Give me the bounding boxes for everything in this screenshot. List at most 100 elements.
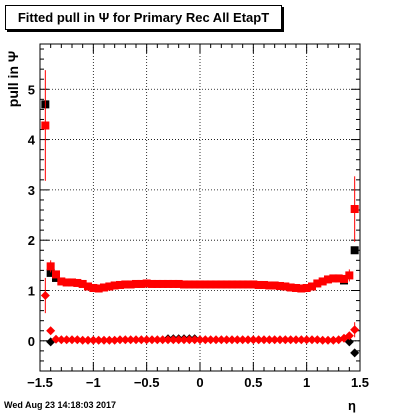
data-point-square <box>68 278 76 287</box>
x-tick-label: −0.5 <box>134 375 160 390</box>
data-point-square <box>57 277 66 286</box>
data-point-diamond <box>40 291 50 301</box>
x-tick-label: 1 <box>303 375 310 390</box>
data-point-square <box>164 279 172 288</box>
data-point-diamond <box>104 335 114 345</box>
data-point-square <box>169 279 178 288</box>
data-point-diamond <box>51 334 61 344</box>
data-point-square <box>52 270 60 279</box>
data-point-square <box>350 246 359 255</box>
data-point-square <box>286 283 295 292</box>
data-point-square <box>137 279 146 288</box>
data-point-square <box>222 280 231 289</box>
data-point-diamond <box>318 335 328 345</box>
data-point-square <box>340 274 348 283</box>
data-point-diamond <box>350 348 360 358</box>
x-tick-label: 0.5 <box>244 375 262 390</box>
data-point-diamond <box>323 335 333 345</box>
data-point-square <box>260 280 268 289</box>
data-point-square <box>196 280 204 289</box>
data-point-diamond <box>222 335 232 345</box>
data-point-square <box>276 281 284 290</box>
data-point-diamond <box>264 335 274 345</box>
data-marks <box>40 70 360 358</box>
data-point-diamond <box>200 335 210 345</box>
data-point-square <box>254 280 263 289</box>
data-point-diamond <box>227 335 237 345</box>
data-point-diamond <box>46 326 56 336</box>
data-point-diamond <box>99 335 109 345</box>
data-point-square <box>206 280 215 289</box>
data-point-diamond <box>243 335 253 345</box>
data-point-diamond <box>163 335 173 345</box>
data-point-square <box>185 280 194 289</box>
data-point-square <box>265 281 274 290</box>
data-point-square <box>174 279 183 288</box>
data-point-square <box>302 283 311 292</box>
y-tick-label: 0 <box>28 334 35 349</box>
data-point-diamond <box>259 335 269 345</box>
data-point-square <box>153 279 162 288</box>
data-point-diamond <box>270 335 280 345</box>
data-point-square <box>217 280 226 289</box>
data-point-diamond <box>126 335 136 345</box>
data-point-square <box>78 279 87 288</box>
y-tick-label: 1 <box>28 284 35 299</box>
data-point-diamond <box>152 335 162 345</box>
data-point-diamond <box>328 335 338 345</box>
data-point-diamond <box>211 335 221 345</box>
timestamp: Wed Aug 23 14:18:03 2017 <box>4 400 117 410</box>
data-point-square <box>46 262 55 271</box>
data-point-square <box>201 280 210 289</box>
data-point-diamond <box>216 335 226 345</box>
data-point-square <box>238 280 247 289</box>
data-point-square <box>132 279 140 288</box>
data-point-square <box>180 280 188 289</box>
data-point-diamond <box>94 335 104 345</box>
data-point-diamond <box>184 335 194 345</box>
data-point-diamond <box>110 335 120 345</box>
data-point-square <box>89 283 98 292</box>
data-point-diamond <box>174 335 184 345</box>
data-point-diamond <box>286 335 296 345</box>
data-point-diamond <box>142 335 152 345</box>
data-point-square <box>281 282 290 291</box>
y-tick-label: 3 <box>28 183 35 198</box>
data-point-diamond <box>291 335 301 345</box>
data-point-square <box>292 283 300 292</box>
data-point-diamond <box>136 335 146 345</box>
data-point-diamond <box>296 335 306 345</box>
data-point-square <box>297 284 306 293</box>
data-point-square <box>308 282 316 291</box>
y-tick-label: 5 <box>28 82 35 97</box>
data-point-square <box>84 282 92 291</box>
x-axis-label: η <box>348 398 356 413</box>
data-point-square <box>121 280 130 289</box>
data-point-square <box>228 280 236 289</box>
data-point-square <box>212 280 220 289</box>
y-tick-label: 4 <box>28 133 36 148</box>
x-tick-label: 1.5 <box>351 375 369 390</box>
data-point-square <box>105 282 114 291</box>
data-point-square <box>158 279 167 288</box>
data-point-square <box>313 279 322 288</box>
data-point-diamond <box>232 335 242 345</box>
data-point-square <box>110 281 119 290</box>
data-point-square <box>350 205 359 214</box>
data-point-square <box>46 268 55 277</box>
data-point-square <box>249 280 258 289</box>
data-point-diamond <box>312 335 322 345</box>
data-point-diamond <box>344 331 354 341</box>
x-tick-label: −1 <box>86 375 101 390</box>
data-point-diamond <box>168 335 178 345</box>
x-tick-label: −1.5 <box>27 375 53 390</box>
data-point-diamond <box>302 335 312 345</box>
data-point-diamond <box>248 335 258 345</box>
data-point-diamond <box>88 335 98 345</box>
data-point-square <box>244 280 252 289</box>
data-point-diamond <box>131 335 141 345</box>
x-tick-label: 0 <box>196 375 203 390</box>
data-point-diamond <box>190 335 200 345</box>
data-point-square <box>345 271 354 280</box>
